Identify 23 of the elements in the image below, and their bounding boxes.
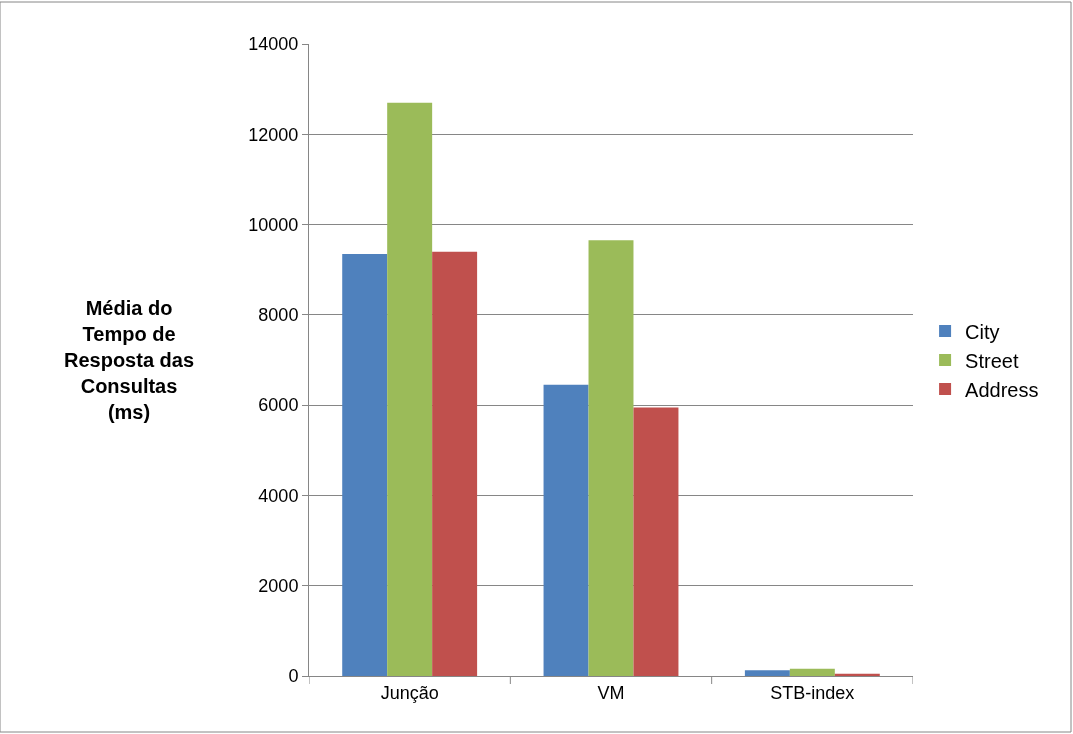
legend-label: City — [965, 320, 1000, 343]
bar — [543, 384, 589, 676]
x-tick-label: Junção — [380, 682, 439, 703]
x-tick-label: VM — [597, 682, 625, 703]
bar — [789, 668, 835, 676]
y-tick-label: 8000 — [258, 305, 299, 326]
legend-label: Street — [965, 349, 1019, 372]
bar — [342, 253, 388, 676]
y-axis-title: Média do Tempo de Resposta das Consultas (ms) — [64, 297, 195, 423]
bar — [387, 102, 433, 676]
y-tick-label: 12000 — [248, 124, 299, 145]
y-tick-label: 4000 — [258, 485, 299, 506]
bar — [633, 407, 679, 676]
x-tick-label: STB-index — [770, 682, 855, 703]
y-tick-label: 6000 — [258, 395, 299, 416]
y-tick-label: 10000 — [248, 214, 299, 235]
bar — [588, 240, 634, 676]
legend-label: Address — [965, 378, 1039, 401]
y-tick-label: 2000 — [258, 576, 299, 597]
y-tick-label: 0 — [288, 666, 299, 687]
bar — [744, 670, 790, 676]
bar — [432, 251, 478, 676]
y-tick-label: 14000 — [248, 34, 299, 55]
